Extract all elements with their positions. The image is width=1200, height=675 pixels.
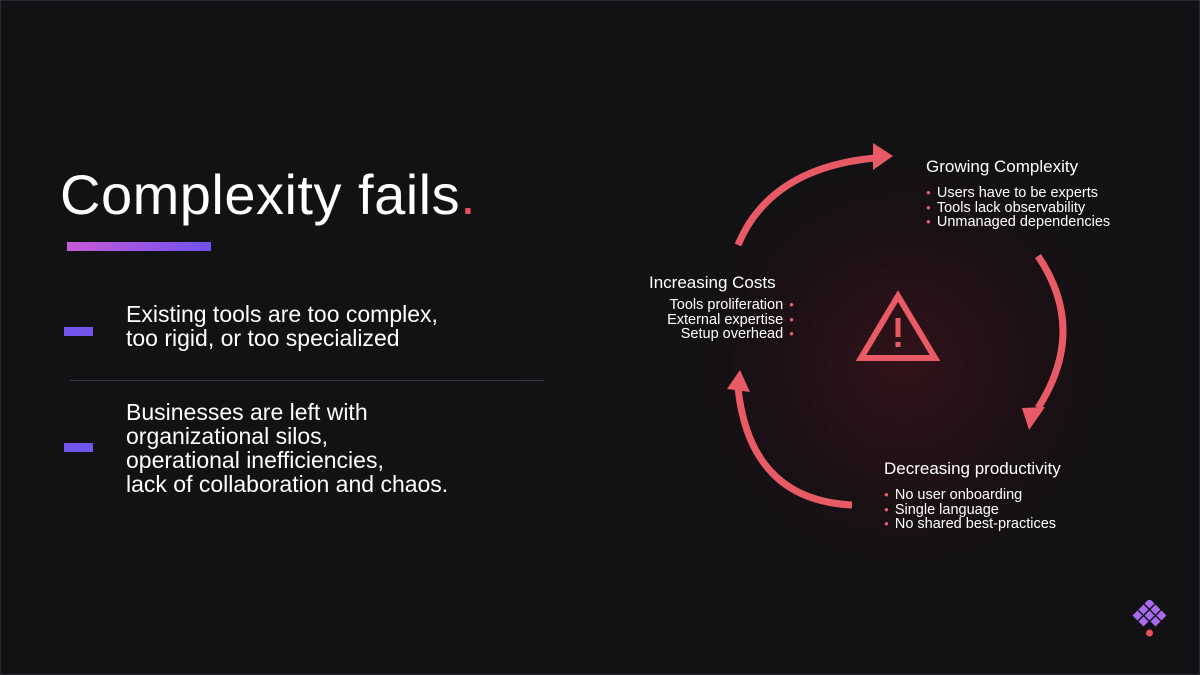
arrowhead-top	[873, 143, 893, 170]
node-list-increasing-costs: Tools proliferation External expertise S…	[600, 298, 794, 342]
node-title-decreasing-productivity: Decreasing productivity	[884, 459, 1061, 478]
arrow-costs-to-complexity	[734, 154, 876, 247]
list-item: External expertise	[600, 312, 794, 328]
section-divider	[70, 380, 544, 381]
brand-diamond-logo-icon	[1132, 600, 1167, 637]
list-item: Tools proliferation	[600, 298, 794, 313]
node-list-growing-complexity: Users have to be experts Tools lack obse…	[926, 186, 1110, 230]
arrow-productivity-to-costs	[734, 387, 853, 509]
node-title-growing-complexity: Growing Complexity	[926, 157, 1079, 176]
list-item: Single language	[884, 502, 1056, 518]
bullet-dash-1	[64, 327, 93, 336]
slide-title-punct: .	[460, 163, 477, 226]
list-item: Tools lack observability	[926, 200, 1110, 216]
node-list-decreasing-productivity: No user onboarding Single language No sh…	[884, 488, 1056, 532]
bullet-dash-2	[64, 443, 93, 452]
title-underline-bar	[67, 242, 211, 251]
list-item: Unmanaged dependencies	[926, 215, 1110, 230]
bullet-text-1: Existing tools are too complex, too rigi…	[126, 301, 438, 351]
bullet-text-2: Businesses are left with organizational …	[126, 399, 449, 497]
list-item: Setup overhead	[600, 327, 794, 342]
node-title-increasing-costs: Increasing Costs	[649, 273, 776, 292]
list-item: Users have to be experts	[926, 186, 1110, 201]
slide-title: Complexity fails.	[60, 162, 476, 227]
list-item: No shared best-practices	[884, 517, 1056, 532]
warning-triangle-icon	[855, 290, 941, 361]
arrow-complexity-to-productivity	[1035, 254, 1067, 410]
slide-title-text: Complexity fails	[60, 163, 461, 226]
arrowhead-left	[727, 370, 750, 392]
arrowhead-right	[1022, 407, 1045, 430]
list-item: No user onboarding	[884, 488, 1056, 503]
